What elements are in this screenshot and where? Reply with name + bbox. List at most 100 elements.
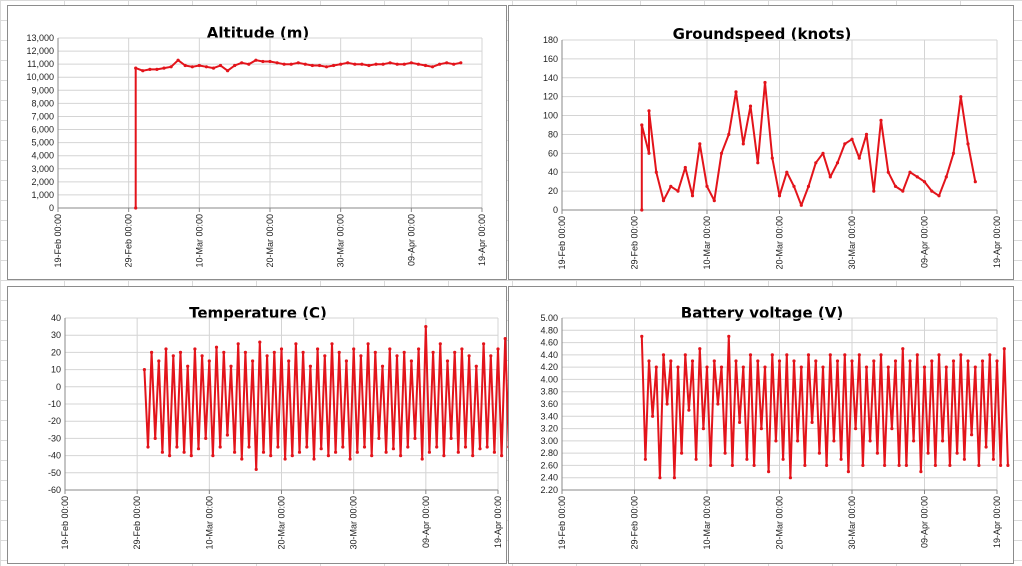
groundspeed-data-point bbox=[879, 118, 883, 122]
temperature-data-point bbox=[254, 467, 258, 471]
y-tick-label: 2.80 bbox=[540, 448, 558, 458]
groundspeed-data-point bbox=[640, 123, 644, 127]
x-tick-label: 20-Mar 00:00 bbox=[775, 496, 785, 550]
battery-voltage-data-point bbox=[781, 457, 785, 461]
altitude-data-point bbox=[317, 63, 322, 68]
battery-voltage-data-point bbox=[883, 463, 887, 467]
altitude-data-point bbox=[197, 63, 201, 68]
battery-voltage-data-point bbox=[926, 451, 930, 455]
groundspeed-data-point bbox=[966, 142, 970, 146]
altitude-data-point bbox=[402, 62, 406, 66]
y-tick-label: -40 bbox=[48, 451, 61, 461]
groundspeed-data-point bbox=[719, 151, 724, 155]
battery-voltage-data-point bbox=[915, 353, 919, 357]
groundspeed-data-point bbox=[937, 194, 941, 198]
altitude-data-point bbox=[346, 61, 350, 65]
temperature-data-point bbox=[377, 436, 381, 440]
groundspeed-data-point bbox=[901, 189, 905, 193]
battery-voltage-data-point bbox=[745, 457, 749, 461]
battery-voltage-data-point bbox=[973, 365, 977, 369]
battery-voltage-data-point bbox=[868, 439, 872, 443]
altitude-chart: Altitude (m) 0 1,000 2,000 3,000 4,000 5,000 6,… bbox=[26, 24, 487, 268]
battery-voltage-data-point bbox=[821, 365, 825, 369]
temperature-data-point bbox=[413, 436, 417, 440]
temperature-data-point bbox=[178, 350, 183, 354]
battery-voltage-data-point bbox=[719, 365, 724, 369]
y-tick-label: 13,000 bbox=[26, 33, 54, 43]
battery-voltage-data-point bbox=[788, 476, 792, 480]
groundspeed-data-point bbox=[640, 208, 644, 212]
altitude-data-point bbox=[332, 63, 336, 68]
battery-voltage-data-point bbox=[904, 463, 908, 467]
temperature-data-point bbox=[290, 454, 294, 458]
altitude-data-point bbox=[155, 67, 159, 71]
altitude-data-point bbox=[211, 66, 216, 70]
y-tick-label: 7,000 bbox=[31, 111, 54, 121]
temperature-data-point bbox=[225, 433, 229, 437]
x-tick-label: 09-Apr 00:00 bbox=[920, 496, 930, 548]
groundspeed-data-point bbox=[893, 184, 898, 188]
x-tick-label: 09-Apr 00:00 bbox=[920, 216, 930, 268]
y-tick-label: 3,000 bbox=[31, 164, 54, 174]
groundspeed-data-point bbox=[799, 203, 803, 207]
temperature-data-point bbox=[319, 447, 323, 451]
battery-voltage-data-point bbox=[828, 353, 832, 357]
x-tick-label: 19-Apr 00:00 bbox=[477, 214, 487, 266]
altitude-data-point bbox=[416, 62, 420, 66]
temperature-data-point bbox=[431, 350, 435, 354]
altitude-data-point bbox=[134, 206, 138, 210]
altitude-data-point bbox=[268, 59, 272, 64]
battery-voltage-data-point bbox=[654, 365, 658, 369]
groundspeed-data-point bbox=[915, 175, 919, 179]
battery-voltage-data-point bbox=[893, 359, 898, 363]
temperature-data-point bbox=[297, 450, 302, 454]
battery-voltage-data-point bbox=[897, 463, 901, 467]
groundspeed-data-point bbox=[872, 189, 876, 193]
chart-title: Battery voltage (V) bbox=[681, 304, 843, 322]
temperature-data-point bbox=[395, 354, 399, 358]
groundspeed-data-point bbox=[908, 170, 912, 174]
battery-voltage-data-point bbox=[803, 463, 807, 467]
groundspeed-data-point bbox=[806, 184, 811, 188]
y-tick-label: 2,000 bbox=[31, 177, 54, 187]
battery-voltage-data-point bbox=[683, 353, 687, 357]
altitude-data-point bbox=[190, 65, 194, 69]
battery-voltage-data-point bbox=[694, 457, 698, 461]
x-tick-label: 29-Feb 00:00 bbox=[630, 216, 640, 270]
temperature-data-point bbox=[449, 436, 453, 440]
y-tick-label: 2.60 bbox=[540, 460, 558, 470]
temperature-data-point bbox=[168, 454, 172, 458]
groundspeed-data-point bbox=[770, 156, 774, 160]
altitude-data-point bbox=[162, 66, 166, 70]
battery-voltage-data-point bbox=[792, 359, 796, 363]
altitude-data-point bbox=[430, 65, 435, 69]
temperature-data-point bbox=[301, 350, 305, 354]
x-tick-label: 10-Mar 00:00 bbox=[194, 214, 204, 268]
x-tick-label: 19-Apr 00:00 bbox=[992, 496, 1002, 548]
battery-voltage-data-point bbox=[850, 359, 854, 363]
y-tick-label: 4.00 bbox=[540, 374, 558, 384]
battery-voltage-data-point bbox=[741, 365, 745, 369]
groundspeed-data-point bbox=[661, 199, 666, 203]
y-tick-label: 5.00 bbox=[540, 313, 558, 323]
y-tick-label: 4.40 bbox=[540, 350, 558, 360]
temperature-data-point bbox=[463, 445, 468, 449]
altitude-data-point bbox=[381, 62, 385, 66]
altitude-data-point bbox=[282, 62, 286, 66]
temperature-data-point bbox=[222, 350, 226, 354]
battery-voltage-series-line bbox=[640, 335, 1009, 479]
y-tick-label: 40 bbox=[548, 167, 558, 177]
groundspeed-data-point bbox=[698, 142, 702, 146]
battery-voltage-data-point bbox=[774, 439, 778, 443]
temperature-data-point bbox=[370, 454, 374, 458]
battery-voltage-data-point bbox=[977, 463, 981, 467]
y-tick-label: 8,000 bbox=[31, 98, 54, 108]
battery-voltage-data-point bbox=[875, 451, 879, 455]
altitude-data-point bbox=[204, 65, 208, 69]
temperature-data-point bbox=[456, 450, 460, 454]
battery-voltage-data-point bbox=[955, 451, 959, 455]
temperature-data-point bbox=[485, 445, 489, 449]
x-tick-label: 19-Apr 00:00 bbox=[992, 216, 1002, 268]
battery-voltage-data-point bbox=[991, 457, 995, 461]
battery-voltage-data-point bbox=[712, 359, 716, 363]
